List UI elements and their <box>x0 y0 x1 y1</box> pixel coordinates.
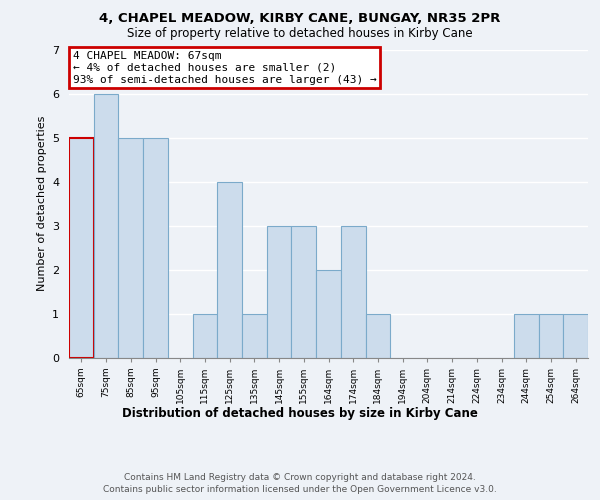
Bar <box>292 226 316 358</box>
Text: Distribution of detached houses by size in Kirby Cane: Distribution of detached houses by size … <box>122 408 478 420</box>
Text: Size of property relative to detached houses in Kirby Cane: Size of property relative to detached ho… <box>127 28 473 40</box>
Bar <box>118 138 143 358</box>
Bar <box>217 182 242 358</box>
Bar <box>193 314 217 358</box>
Bar <box>316 270 341 358</box>
Bar <box>94 94 118 357</box>
Text: Contains public sector information licensed under the Open Government Licence v3: Contains public sector information licen… <box>103 485 497 494</box>
Text: 4 CHAPEL MEADOW: 67sqm
← 4% of detached houses are smaller (2)
93% of semi-detac: 4 CHAPEL MEADOW: 67sqm ← 4% of detached … <box>73 52 376 84</box>
Bar <box>341 226 365 358</box>
Bar <box>563 314 588 358</box>
Bar <box>267 226 292 358</box>
Text: 4, CHAPEL MEADOW, KIRBY CANE, BUNGAY, NR35 2PR: 4, CHAPEL MEADOW, KIRBY CANE, BUNGAY, NR… <box>100 12 500 26</box>
Bar <box>365 314 390 358</box>
Bar <box>242 314 267 358</box>
Bar <box>69 138 94 358</box>
Bar <box>143 138 168 358</box>
Text: Contains HM Land Registry data © Crown copyright and database right 2024.: Contains HM Land Registry data © Crown c… <box>124 472 476 482</box>
Bar <box>514 314 539 358</box>
Y-axis label: Number of detached properties: Number of detached properties <box>37 116 47 292</box>
Bar <box>539 314 563 358</box>
